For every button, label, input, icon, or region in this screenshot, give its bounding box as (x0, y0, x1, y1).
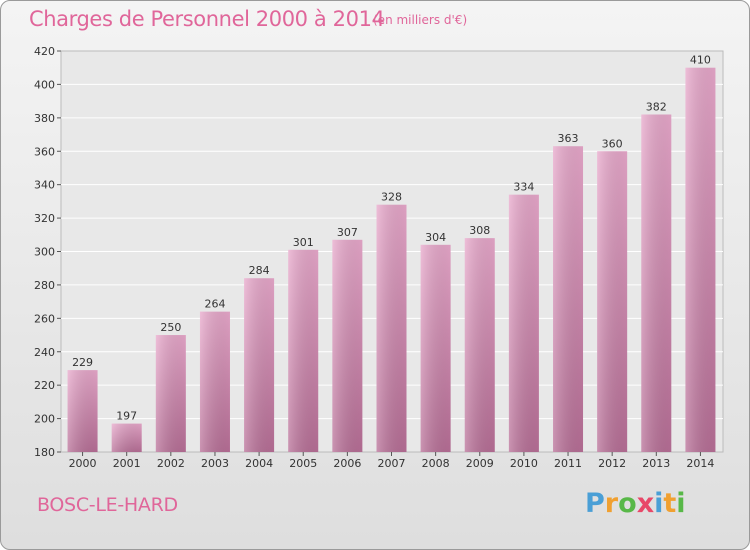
y-tick-label: 200 (34, 413, 55, 426)
x-tick-label: 2000 (69, 457, 97, 470)
x-tick-label: 2011 (554, 457, 582, 470)
brand-letter: t (663, 488, 677, 519)
brand-letter: x (636, 488, 655, 519)
y-tick-label: 360 (34, 145, 55, 158)
x-tick-label: 2012 (598, 457, 626, 470)
bar-shade (420, 244, 451, 452)
y-tick-label: 180 (34, 446, 55, 459)
value-label: 229 (72, 356, 93, 369)
x-tick-label: 2003 (201, 457, 229, 470)
value-label: 360 (602, 137, 623, 150)
y-tick-label: 320 (34, 212, 55, 225)
bar-shade (244, 278, 275, 452)
bar-shade (199, 311, 230, 452)
y-tick-label: 400 (34, 78, 55, 91)
bar-shade (508, 194, 539, 453)
x-tick-label: 2004 (245, 457, 273, 470)
commune-name: BOSC-LE-HARD (37, 494, 178, 516)
proxiti-logo: Proxiti (585, 488, 686, 519)
bar-shade (67, 370, 98, 452)
value-label: 301 (293, 236, 314, 249)
x-tick-label: 2013 (642, 457, 670, 470)
value-label: 304 (425, 231, 446, 244)
y-tick-label: 260 (34, 312, 55, 325)
y-tick-label: 220 (34, 379, 55, 392)
y-tick-label: 420 (34, 45, 55, 58)
brand-letter: o (618, 488, 637, 519)
value-label: 363 (558, 132, 579, 145)
y-tick-label: 240 (34, 346, 55, 359)
brand-letter: P (585, 488, 605, 519)
y-tick-label: 300 (34, 246, 55, 259)
value-label: 382 (646, 100, 667, 113)
brand-letter: i (654, 488, 664, 519)
chart-subtitle: (en milliers d'€) (373, 13, 468, 27)
x-tick-label: 2008 (422, 457, 450, 470)
bar-shade (597, 151, 628, 452)
bar-shade (155, 335, 186, 452)
chart-title: Charges de Personnel 2000 à 2014 (29, 7, 385, 31)
bar-shade (464, 238, 495, 452)
value-label: 410 (690, 54, 711, 67)
x-tick-label: 2007 (378, 457, 406, 470)
value-label: 264 (204, 298, 225, 311)
y-tick-label: 280 (34, 279, 55, 292)
x-tick-label: 2005 (289, 457, 317, 470)
x-tick-label: 2014 (686, 457, 714, 470)
bar-shade (376, 204, 407, 452)
bar-shade (288, 249, 319, 452)
value-label: 308 (469, 224, 490, 237)
brand-letter: i (676, 488, 686, 519)
x-tick-label: 2006 (333, 457, 361, 470)
value-label: 307 (337, 226, 358, 239)
value-label: 284 (249, 264, 270, 277)
brand-letter: r (604, 488, 619, 519)
bar-shade (332, 239, 363, 452)
y-tick-label: 340 (34, 179, 55, 192)
x-tick-label: 2002 (157, 457, 185, 470)
value-label: 328 (381, 191, 402, 204)
bar-shade (641, 114, 672, 452)
bar-shade (553, 146, 584, 453)
value-label: 250 (160, 321, 181, 334)
bar-shade (685, 67, 716, 452)
y-tick-label: 380 (34, 112, 55, 125)
x-tick-label: 2010 (510, 457, 538, 470)
bar-shade (111, 423, 142, 452)
x-tick-label: 2009 (466, 457, 494, 470)
x-tick-label: 2001 (113, 457, 141, 470)
value-label: 334 (513, 181, 534, 194)
value-label: 197 (116, 410, 137, 423)
